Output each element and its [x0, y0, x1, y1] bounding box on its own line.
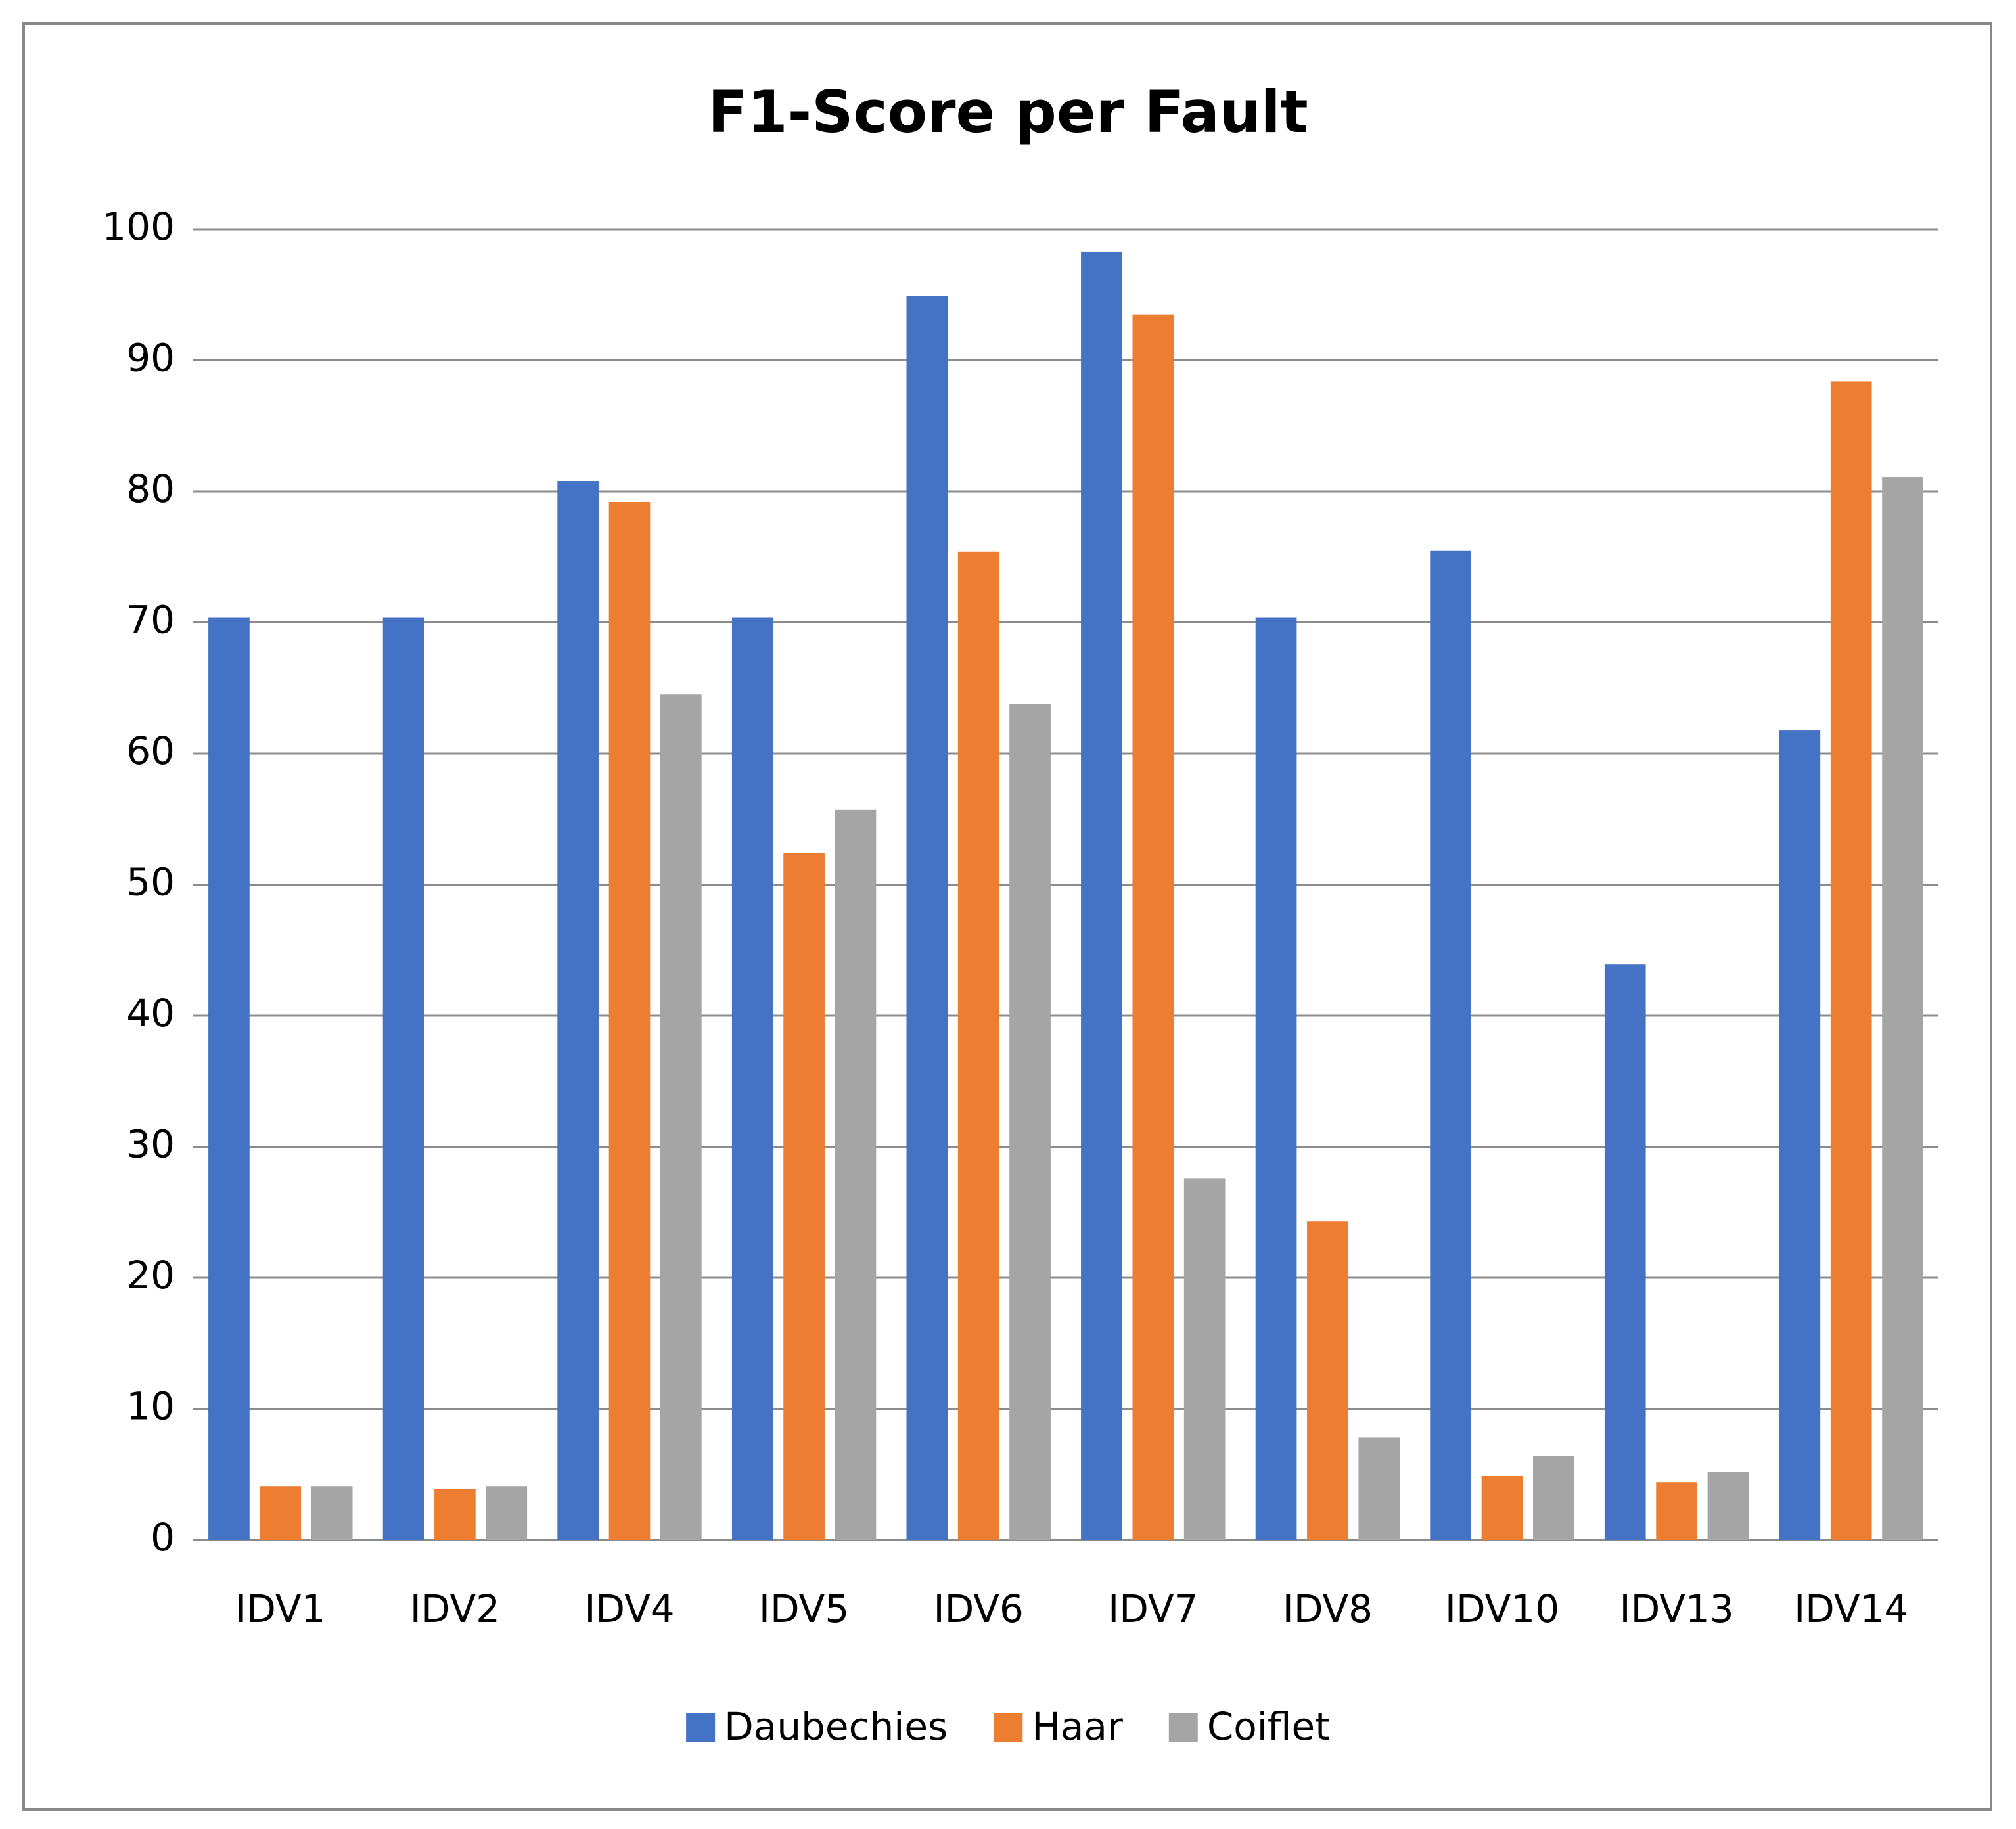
bar [731, 617, 773, 1540]
legend-label: Haar [1032, 1704, 1123, 1749]
chart-border [22, 22, 1992, 1811]
bar [311, 1486, 353, 1540]
bar [1009, 704, 1051, 1540]
bar [1830, 381, 1872, 1541]
y-tick-label: 100 [102, 204, 175, 249]
bar [1533, 1456, 1574, 1540]
bar [1081, 251, 1122, 1540]
x-tick-label: IDV2 [410, 1587, 500, 1631]
legend-swatch [686, 1713, 716, 1742]
x-tick-label: IDV13 [1619, 1587, 1733, 1631]
bar [434, 1489, 476, 1540]
bar [1604, 964, 1646, 1540]
x-tick-label: IDV7 [1108, 1587, 1198, 1631]
bar [208, 617, 250, 1540]
bar [260, 1486, 302, 1540]
x-tick-label: IDV14 [1794, 1587, 1908, 1631]
x-tick-label: IDV5 [759, 1587, 849, 1631]
bar [486, 1486, 528, 1540]
bar [1481, 1476, 1523, 1540]
legend-swatch [994, 1713, 1023, 1742]
bar [557, 481, 599, 1540]
legend-label: Coiflet [1207, 1704, 1330, 1749]
bar [1656, 1482, 1697, 1540]
x-tick-label: IDV1 [235, 1587, 325, 1631]
x-tick-label: IDV6 [934, 1587, 1024, 1631]
bar [783, 853, 825, 1540]
bar [1132, 314, 1174, 1540]
bar [1707, 1472, 1749, 1540]
y-tick-label: 60 [126, 729, 175, 773]
y-tick-label: 90 [126, 336, 175, 380]
bar [1779, 730, 1821, 1540]
bar [1183, 1178, 1226, 1540]
y-tick-label: 20 [126, 1253, 175, 1298]
x-tick-label: IDV8 [1283, 1587, 1373, 1631]
y-tick-label: 0 [150, 1515, 175, 1560]
bar [660, 694, 702, 1540]
bar [1307, 1221, 1348, 1540]
y-tick-label: 40 [126, 991, 175, 1035]
y-tick-label: 30 [126, 1122, 175, 1167]
bar [1255, 617, 1297, 1540]
bar [1430, 550, 1471, 1540]
bar [1358, 1437, 1400, 1540]
bar [906, 296, 948, 1540]
y-tick-label: 80 [126, 466, 175, 511]
y-tick-label: 50 [126, 860, 175, 905]
y-tick-label: 10 [126, 1384, 175, 1429]
x-tick-label: IDV4 [584, 1587, 674, 1631]
bar [835, 809, 877, 1540]
legend-label: Daubechies [724, 1704, 948, 1749]
bar [382, 617, 424, 1540]
chart-title: F1-Score per Fault [708, 78, 1308, 146]
bar [1882, 477, 1923, 1541]
bar [608, 501, 651, 1541]
legend-swatch [1168, 1713, 1198, 1742]
x-tick-label: IDV10 [1445, 1587, 1559, 1631]
y-tick-label: 70 [126, 598, 175, 643]
bar [957, 551, 999, 1540]
